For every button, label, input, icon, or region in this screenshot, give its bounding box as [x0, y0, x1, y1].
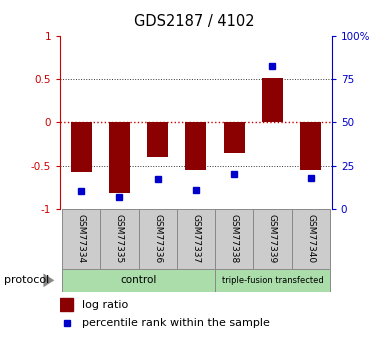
- Bar: [147, 122, 168, 157]
- Bar: [300, 122, 321, 170]
- Text: GSM77338: GSM77338: [230, 214, 239, 264]
- Text: percentile rank within the sample: percentile rank within the sample: [81, 318, 270, 328]
- Bar: [60, 298, 73, 310]
- Text: protocol: protocol: [4, 275, 49, 285]
- Text: GDS2187 / 4102: GDS2187 / 4102: [134, 14, 254, 29]
- Bar: [253, 209, 291, 269]
- Text: GSM77336: GSM77336: [153, 214, 162, 264]
- Bar: [62, 209, 100, 269]
- Bar: [185, 122, 206, 170]
- Bar: [262, 78, 283, 122]
- Text: log ratio: log ratio: [81, 300, 128, 309]
- Bar: [100, 209, 139, 269]
- Bar: [177, 209, 215, 269]
- Bar: [71, 122, 92, 171]
- Bar: [109, 122, 130, 193]
- Text: GSM77335: GSM77335: [115, 214, 124, 264]
- Text: GSM77339: GSM77339: [268, 214, 277, 264]
- Text: GSM77334: GSM77334: [77, 214, 86, 264]
- Bar: [291, 209, 330, 269]
- Bar: [215, 269, 330, 292]
- Bar: [223, 122, 245, 152]
- Text: control: control: [120, 275, 157, 285]
- Text: GSM77340: GSM77340: [306, 214, 315, 264]
- Bar: [215, 209, 253, 269]
- Text: triple-fusion transfected: triple-fusion transfected: [222, 276, 323, 285]
- Bar: [139, 209, 177, 269]
- Bar: [62, 269, 215, 292]
- Polygon shape: [43, 273, 54, 287]
- Text: GSM77337: GSM77337: [191, 214, 201, 264]
